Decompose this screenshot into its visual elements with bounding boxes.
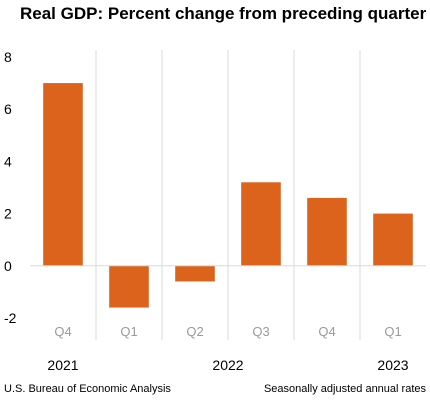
y-tick-label: 0 — [4, 258, 12, 274]
x-axis-year-labels: 2021 2022 2023 — [47, 357, 408, 373]
bars-group — [43, 83, 413, 308]
y-tick-label: 8 — [4, 49, 12, 65]
y-tick-label: 4 — [4, 153, 12, 169]
x-category-label: Q4 — [318, 324, 335, 339]
bar — [109, 265, 149, 308]
x-category-label: Q4 — [54, 324, 71, 339]
source-note: U.S. Bureau of Economic Analysis — [4, 383, 171, 395]
y-tick-label: 6 — [4, 101, 12, 117]
bar — [43, 83, 83, 266]
x-year-label: 2023 — [377, 357, 408, 373]
x-category-label: Q3 — [252, 324, 269, 339]
chart-title: Real GDP: Percent change from preceding … — [20, 4, 427, 23]
x-category-label: Q2 — [186, 324, 203, 339]
y-axis-ticks: -2 0 2 4 6 8 — [4, 49, 17, 326]
bar — [307, 197, 347, 266]
bar — [373, 213, 413, 266]
seasonal-adjustment-note: Seasonally adjusted annual rates — [263, 383, 426, 395]
category-separators — [95, 50, 361, 340]
x-year-label: 2021 — [47, 357, 78, 373]
bar — [241, 182, 281, 266]
x-category-label: Q1 — [120, 324, 137, 339]
y-tick-label: 2 — [4, 206, 12, 222]
x-axis-category-labels: Q4 Q1 Q2 Q3 Q4 Q1 — [54, 324, 401, 339]
y-tick-label: -2 — [4, 310, 17, 326]
x-year-label: 2022 — [212, 357, 243, 373]
bar — [175, 265, 215, 282]
x-category-label: Q1 — [384, 324, 401, 339]
